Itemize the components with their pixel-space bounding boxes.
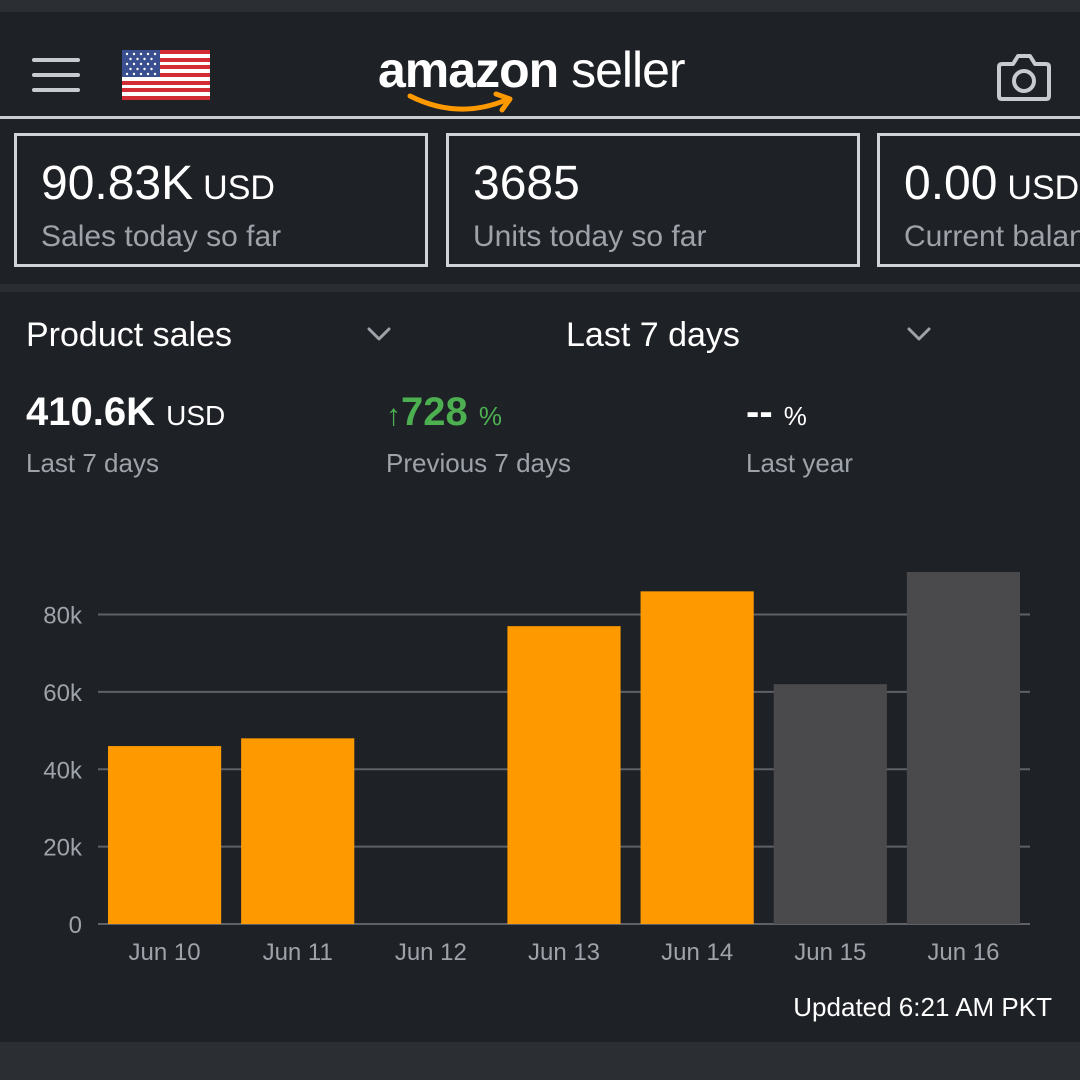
- metric-dropdown-label: Product sales: [26, 316, 232, 354]
- logo-word-amazon: amazon: [378, 42, 559, 98]
- summary-total: 410.6K USD Last 7 days: [26, 388, 225, 480]
- status-strip: [0, 0, 1080, 12]
- summary-last-year-label: Last year: [746, 448, 853, 478]
- summary-total-number: 410.6K: [26, 390, 155, 434]
- x-tick-label: Jun 10: [129, 939, 201, 966]
- chevron-down-icon: [367, 327, 391, 341]
- kpi-value: 3685: [473, 156, 590, 216]
- y-tick-label: 40k: [43, 757, 83, 784]
- kpi-number: 90.83K: [41, 157, 194, 210]
- camera-icon[interactable]: [996, 50, 1052, 102]
- summary-last-year-unit: %: [783, 401, 807, 431]
- summary-previous-label: Previous 7 days: [386, 448, 571, 478]
- header-divider: [0, 116, 1080, 119]
- y-tick-label: 0: [69, 912, 82, 939]
- bar: [773, 684, 887, 924]
- amazon-smile-icon: [407, 91, 513, 113]
- summary-total-label: Last 7 days: [26, 448, 159, 478]
- period-dropdown[interactable]: Last 7 days: [566, 312, 936, 360]
- x-tick-label: Jun 13: [528, 939, 600, 966]
- y-tick-label: 80k: [43, 603, 83, 630]
- summary-last-year-number: --: [746, 390, 773, 434]
- logo-word-seller: seller: [571, 42, 685, 98]
- bar: [906, 572, 1021, 924]
- amazon-seller-logo: amazon seller: [378, 40, 708, 120]
- kpi-value: 90.83K USD: [41, 156, 275, 216]
- kpi-label: Units today so far: [473, 220, 707, 253]
- kpi-label: Sales today so far: [41, 220, 282, 253]
- kpi-value: 0.00 USD: [904, 156, 1079, 216]
- bar: [241, 738, 355, 924]
- kpi-unit: USD: [203, 169, 275, 207]
- summary-previous-number: 728: [401, 390, 468, 434]
- us-flag-icon[interactable]: [122, 50, 210, 100]
- kpi-number: 3685: [473, 157, 580, 210]
- summary-previous-value: ↑728 %: [386, 388, 571, 440]
- updated-timestamp: Updated 6:21 AM PKT: [793, 992, 1052, 1022]
- logo-text: amazon seller: [378, 40, 686, 100]
- summary-total-unit: USD: [166, 400, 226, 431]
- chevron-down-icon: [907, 327, 931, 341]
- section-divider: [0, 284, 1080, 292]
- menu-icon[interactable]: [32, 58, 80, 92]
- app-header: amazon seller: [0, 12, 1080, 116]
- summary-last-year-value: -- %: [746, 388, 853, 440]
- kpi-cards[interactable]: 90.83K USD Sales today so far 3685 Units …: [0, 119, 1080, 284]
- kpi-number: 0.00: [904, 157, 998, 210]
- x-tick-label: Jun 14: [661, 939, 733, 966]
- x-tick-label: Jun 12: [395, 939, 467, 966]
- x-tick-label: Jun 15: [794, 939, 866, 966]
- sales-bar-chart: 0 20k 40k 60k 80k Jun 10 Jun 11 Jun 12 Jun 13 Jun…: [43, 572, 1030, 966]
- summary-total-value: 410.6K USD: [26, 388, 225, 440]
- summary-previous: ↑728 % Previous 7 days: [386, 388, 571, 480]
- kpi-unit: USD: [1007, 169, 1080, 207]
- kpi-card-sales[interactable]: 90.83K USD Sales today so far: [14, 133, 428, 267]
- bar: [107, 746, 222, 924]
- x-tick-label: Jun 16: [927, 939, 999, 966]
- bottom-strip: [0, 1042, 1080, 1080]
- kpi-card-units[interactable]: 3685 Units today so far: [446, 133, 860, 267]
- y-tick-label: 60k: [43, 680, 83, 707]
- summary-previous-unit: %: [478, 401, 502, 431]
- metric-dropdown[interactable]: Product sales: [26, 312, 396, 360]
- bar: [640, 591, 754, 924]
- bar: [507, 626, 621, 924]
- kpi-label: Current balance: [904, 220, 1080, 253]
- period-dropdown-label: Last 7 days: [566, 316, 740, 354]
- arrow-up-icon: ↑: [386, 399, 401, 432]
- summary-last-year: -- % Last year: [746, 388, 853, 480]
- x-tick-label: Jun 11: [263, 939, 333, 966]
- y-tick-label: 20k: [43, 835, 83, 862]
